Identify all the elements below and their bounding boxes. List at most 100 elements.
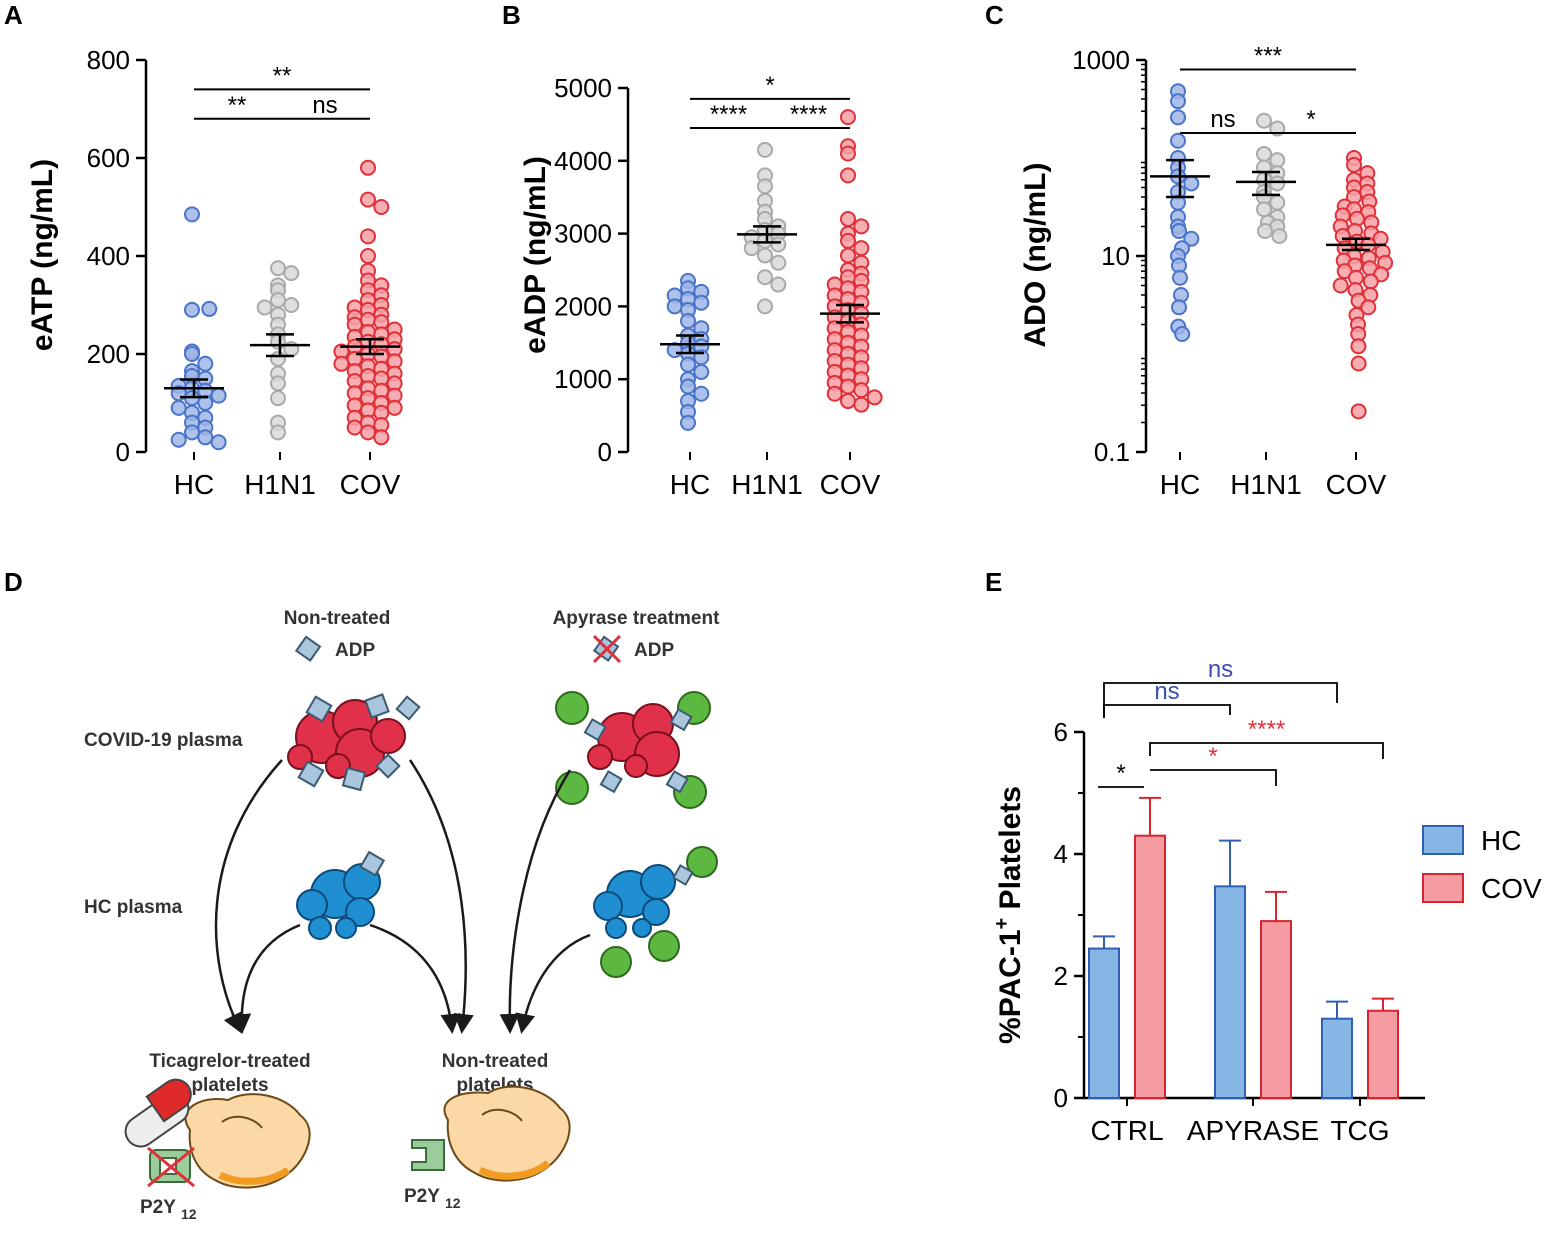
data-point	[270, 292, 286, 309]
data-point	[360, 248, 376, 264]
data-point	[757, 247, 773, 264]
arrow-covid-to-nontreated	[408, 759, 474, 1034]
data-point	[184, 206, 200, 223]
y-tick-label: 4000	[554, 146, 612, 176]
nontreated-platelet	[443, 1085, 571, 1182]
data-point	[184, 301, 200, 318]
data-point	[770, 236, 787, 253]
y-tick-label: 400	[87, 241, 130, 271]
x-category-label: HC	[670, 469, 710, 500]
data-point	[840, 145, 856, 162]
legend-swatch	[1422, 873, 1464, 903]
significance-bracket	[1103, 682, 1338, 718]
data-point	[1170, 132, 1186, 149]
receptor-sub-1: 12	[181, 1206, 197, 1222]
data-point	[770, 276, 787, 293]
data-point	[1170, 93, 1186, 110]
data-point	[1362, 273, 1379, 290]
covid-plasma-apyrase-cluster	[555, 691, 711, 809]
y-tick-label: 3000	[554, 219, 612, 249]
x-category-label: H1N1	[1230, 469, 1302, 500]
panel-letter-b: B	[502, 0, 521, 30]
x-category-label: H1N1	[731, 469, 803, 500]
y-tick-label: 0.1	[1094, 437, 1130, 467]
data-point	[1256, 201, 1272, 218]
receptor-label-1: P2Y	[140, 1197, 176, 1218]
data-point	[360, 191, 376, 208]
ticagrelor-platelet	[184, 1093, 311, 1189]
data-point	[360, 228, 376, 245]
label-non-treated: Non-treated	[284, 608, 391, 629]
legend-label: COV	[1481, 873, 1542, 904]
significance-label: **	[228, 92, 247, 119]
significance-label: ***	[1254, 42, 1282, 69]
data-point	[1271, 227, 1288, 244]
data-point	[1172, 269, 1188, 286]
data-point	[1257, 222, 1273, 239]
y-tick-label: 600	[87, 143, 130, 173]
data-point	[184, 424, 200, 441]
data-point	[1171, 299, 1187, 316]
significance-bracket-label: ****	[1248, 716, 1285, 743]
significance-label: **	[273, 62, 292, 89]
panel-letter-e: E	[985, 567, 1002, 597]
data-point	[680, 414, 696, 431]
y-tick-label: 200	[87, 339, 130, 369]
data-point	[840, 393, 856, 410]
data-point	[360, 424, 376, 441]
p2y12-receptor-icon	[411, 1139, 445, 1171]
data-point	[1332, 277, 1349, 294]
label-adp-2: ADP	[634, 640, 674, 661]
significance-label: ns	[1210, 106, 1235, 133]
data-point	[853, 382, 870, 399]
data-point	[373, 429, 390, 446]
data-point	[197, 355, 214, 372]
data-point	[1350, 403, 1367, 420]
y-axis-title-main: %PAC-1	[994, 929, 1027, 1043]
data-point	[170, 399, 187, 416]
label-ticagrelor-1: Ticagrelor-treated	[149, 1051, 310, 1072]
receptor-label-2: P2Y	[404, 1186, 440, 1207]
data-point	[1350, 338, 1367, 355]
p2y12-receptor-blocked-icon	[147, 1146, 195, 1188]
y-tick-label: 2000	[554, 291, 612, 321]
data-point	[693, 385, 710, 402]
arrow-hc-to-ticagrelor	[231, 923, 301, 1034]
y-tick-label: 0	[598, 437, 612, 467]
data-point	[666, 298, 683, 315]
significance-bracket-label: ns	[1154, 678, 1179, 705]
hc-plasma-cluster	[296, 850, 386, 940]
data-point	[184, 346, 200, 362]
x-category-label: COV	[1326, 469, 1387, 500]
x-category-label: H1N1	[244, 469, 316, 500]
y-axis-title-tail: Platelets	[994, 786, 1027, 918]
data-point	[743, 240, 760, 257]
significance-label: ****	[710, 101, 747, 128]
data-point	[680, 378, 696, 395]
y-tick-label: 0	[1054, 1083, 1068, 1113]
data-point	[256, 299, 273, 316]
data-point	[757, 298, 773, 315]
y-tick-label: 5000	[554, 73, 612, 103]
data-point	[757, 141, 773, 158]
data-point	[1269, 152, 1286, 169]
data-point	[1256, 145, 1272, 162]
data-point	[1346, 156, 1362, 173]
panel-letter-a: A	[4, 0, 23, 30]
significance-bracket-label: ns	[1208, 656, 1233, 683]
legend-label: HC	[1481, 825, 1521, 856]
data-point	[840, 247, 856, 264]
data-point	[283, 297, 300, 313]
y-axis-title: ADO (ng/mL)	[1019, 163, 1052, 348]
data-point	[853, 396, 870, 413]
data-point	[840, 232, 856, 249]
significance-bracket	[1149, 742, 1384, 759]
data-point	[1360, 299, 1377, 316]
data-point	[346, 419, 363, 436]
data-point	[693, 294, 710, 311]
data-point	[840, 109, 856, 126]
data-point	[270, 375, 286, 392]
significance-label: *	[1116, 760, 1125, 787]
y-tick-label: 6	[1054, 717, 1068, 747]
